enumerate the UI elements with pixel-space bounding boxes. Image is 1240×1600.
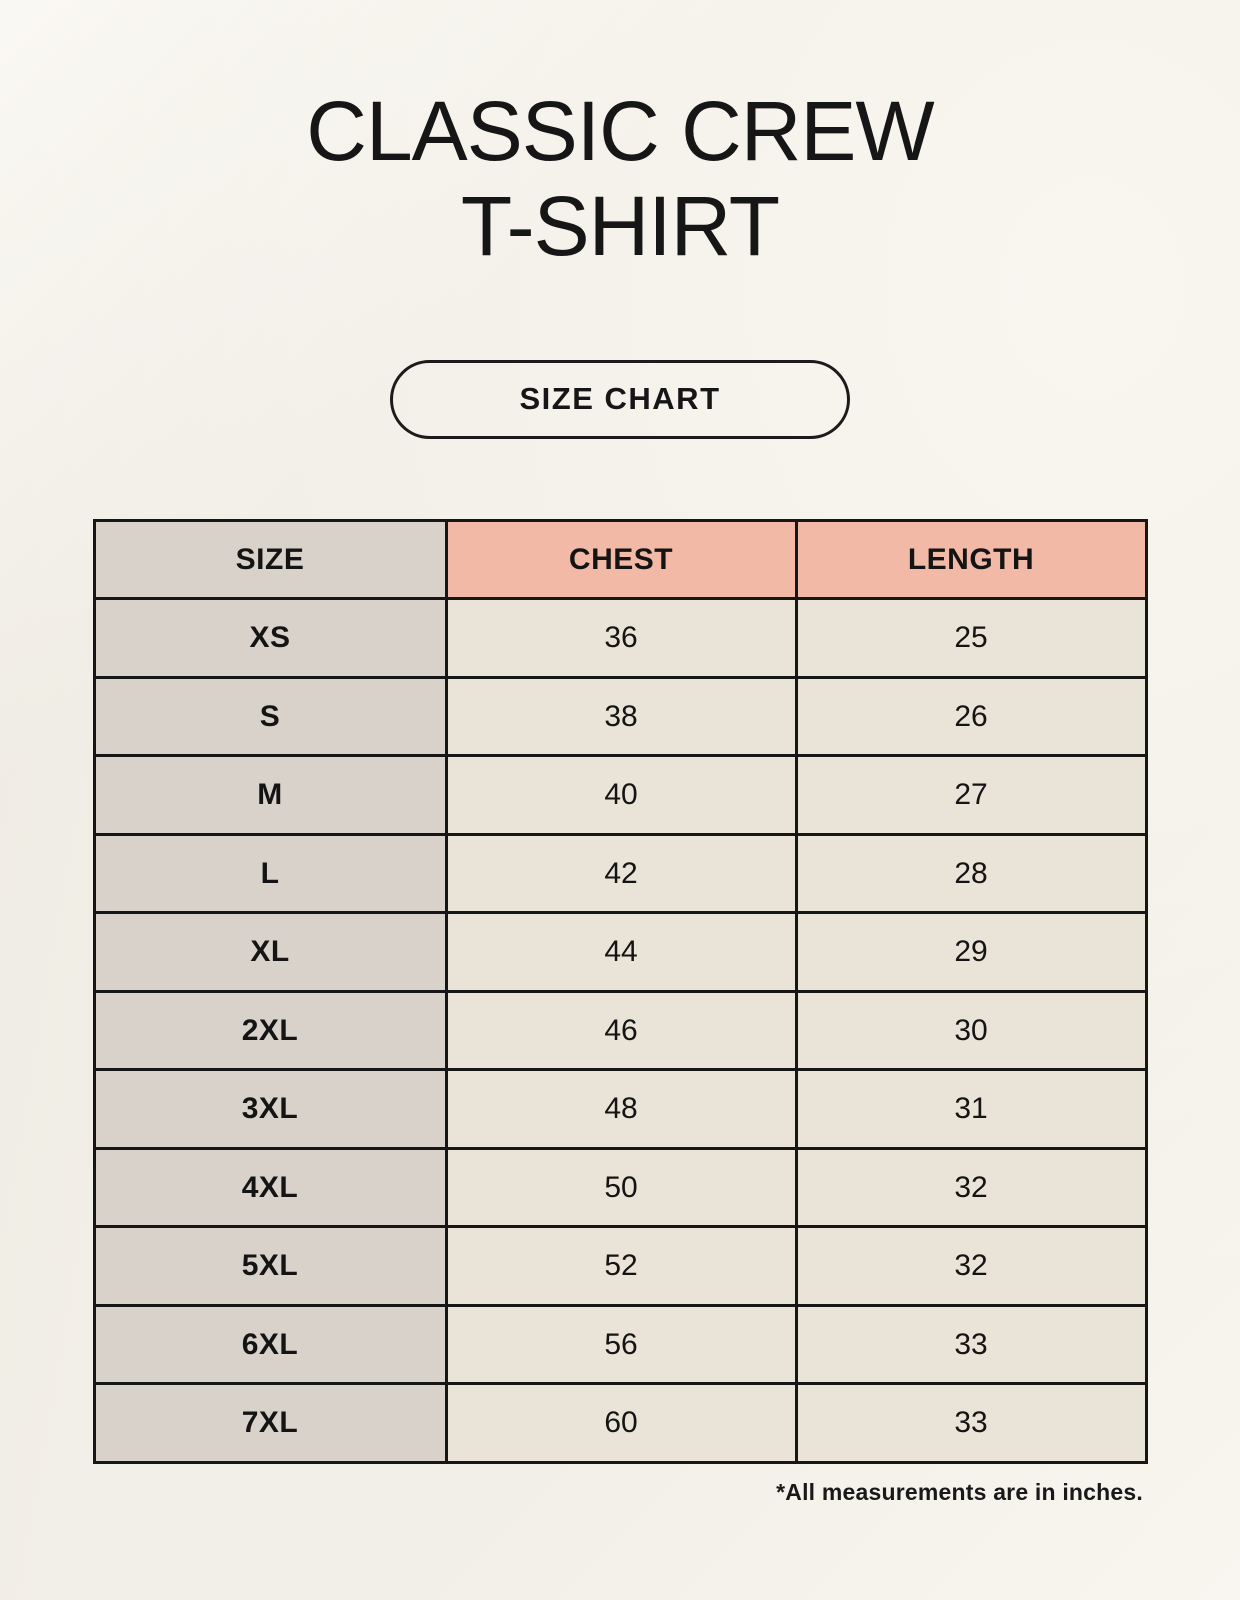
chest-value: 40 [444, 754, 798, 836]
column-header-size: SIZE [92, 518, 448, 601]
chest-value: 42 [444, 832, 798, 915]
table-row: XL 44 29 [92, 911, 1148, 993]
size-label: XL [92, 911, 448, 993]
chest-value: 56 [444, 1303, 798, 1386]
table-row: 5XL 52 32 [92, 1225, 1148, 1307]
column-header-chest: CHEST [444, 518, 798, 601]
size-label: XS [92, 597, 448, 679]
table-row: 6XL 56 33 [92, 1303, 1148, 1386]
chest-value: 36 [444, 597, 798, 679]
size-label: 6XL [92, 1303, 448, 1386]
size-label: M [92, 754, 448, 836]
page-title: CLASSIC CREW T-SHIRT [0, 0, 1240, 274]
table-header-row: SIZE CHEST LENGTH [92, 518, 1148, 601]
chest-value: 44 [444, 911, 798, 993]
size-label: 4XL [92, 1146, 448, 1229]
length-value: 27 [794, 754, 1148, 836]
table-row: 4XL 50 32 [92, 1146, 1148, 1229]
length-value: 29 [794, 911, 1148, 993]
table-row: L 42 28 [92, 832, 1148, 915]
size-label: 2XL [92, 989, 448, 1072]
length-value: 32 [794, 1225, 1148, 1307]
table-row: 3XL 48 31 [92, 1068, 1148, 1150]
table-row: S 38 26 [92, 675, 1148, 758]
measurements-footnote: *All measurements are in inches. [776, 1478, 1143, 1505]
page-title-line2: T-SHIRT [460, 178, 780, 273]
size-label: S [92, 675, 448, 758]
page-title-line1: CLASSIC CREW [306, 84, 934, 178]
size-chart-table: SIZE CHEST LENGTH XS 36 25 S 38 26 M 40 … [92, 518, 1148, 1464]
size-label: L [92, 832, 448, 915]
length-value: 33 [794, 1303, 1148, 1386]
table-row: 7XL 60 33 [92, 1382, 1148, 1464]
size-label: 3XL [92, 1068, 448, 1150]
size-label: 7XL [92, 1382, 448, 1464]
length-value: 31 [794, 1068, 1148, 1150]
length-value: 32 [794, 1146, 1148, 1229]
table-row: 2XL 46 30 [92, 989, 1148, 1072]
length-value: 30 [794, 989, 1148, 1072]
length-value: 25 [794, 597, 1148, 679]
chest-value: 38 [444, 675, 798, 758]
length-value: 33 [794, 1382, 1148, 1464]
chest-value: 52 [444, 1225, 798, 1307]
chest-value: 60 [444, 1382, 798, 1464]
length-value: 28 [794, 832, 1148, 915]
chest-value: 48 [444, 1068, 798, 1150]
table-row: XS 36 25 [92, 597, 1148, 679]
size-chart-button[interactable]: SIZE CHART [390, 359, 850, 439]
size-chart-button-label: SIZE CHART [519, 381, 721, 417]
chest-value: 46 [444, 989, 798, 1072]
table-row: M 40 27 [92, 754, 1148, 836]
chest-value: 50 [444, 1146, 798, 1229]
size-label: 5XL [92, 1225, 448, 1307]
length-value: 26 [794, 675, 1148, 758]
column-header-length: LENGTH [794, 518, 1148, 601]
